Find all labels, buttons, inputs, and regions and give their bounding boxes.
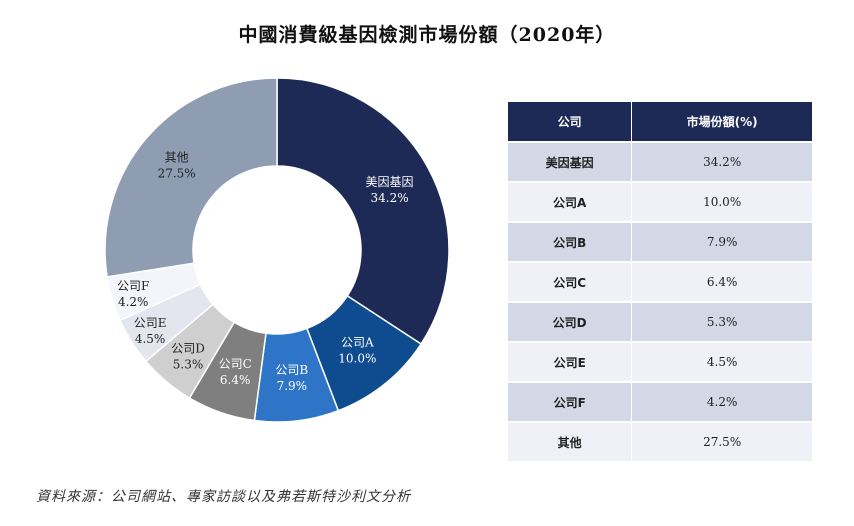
slice-value-label: 5.3%: [173, 357, 204, 371]
table-header-row: 公司 市場份額(%): [508, 102, 812, 142]
slice-value-label: 6.4%: [220, 373, 251, 387]
company-cell: 公司B: [508, 221, 633, 262]
slice-label: 公司B: [275, 363, 308, 377]
table-row: 公司E 4.5%: [508, 341, 812, 382]
table-row: 其他 27.5%: [508, 421, 812, 461]
donut-slice: [104, 77, 278, 278]
share-cell: 4.2%: [631, 381, 812, 422]
slice-value-label: 10.0%: [338, 352, 376, 366]
slice-value-label: 27.5%: [158, 166, 196, 180]
slice-label: 公司E: [134, 316, 167, 330]
company-cell: 公司C: [508, 261, 633, 302]
share-cell: 10.0%: [631, 181, 812, 222]
share-cell: 6.4%: [631, 261, 812, 302]
company-cell: 公司F: [508, 381, 633, 422]
company-cell: 其他: [508, 421, 633, 461]
chart-title: 中國消費級基因檢測市場份額（2020年）: [238, 24, 616, 46]
share-cell: 27.5%: [631, 421, 812, 461]
slice-label: 公司A: [341, 336, 374, 350]
table-row: 美因基因 34.2%: [508, 141, 812, 182]
company-cell: 公司D: [508, 301, 633, 342]
company-cell: 美因基因: [508, 141, 633, 182]
share-cell: 34.2%: [631, 141, 812, 182]
market-share-table: 公司 市場份額(%) 美因基因 34.2% 公司A 10.0% 公司B 7.9%…: [508, 102, 812, 461]
slice-value-label: 4.2%: [118, 295, 149, 309]
slice-label: 公司F: [117, 279, 149, 293]
table-row: 公司F 4.2%: [508, 381, 812, 422]
share-cell: 4.5%: [631, 341, 812, 382]
slice-label: 其他: [165, 150, 189, 164]
company-cell: 公司E: [508, 341, 633, 382]
slice-label: 公司D: [171, 341, 205, 355]
slice-value-label: 7.9%: [277, 379, 308, 393]
header-company: 公司: [508, 102, 633, 142]
slice-label: 公司C: [219, 357, 252, 371]
share-cell: 7.9%: [631, 221, 812, 262]
slice-value-label: 34.2%: [370, 191, 408, 205]
header-share: 市場份額(%): [631, 102, 812, 142]
company-cell: 公司A: [508, 181, 633, 222]
share-cell: 5.3%: [631, 301, 812, 342]
donut-slice: [276, 77, 450, 346]
slice-label: 美因基因: [366, 175, 414, 189]
table-row: 公司D 5.3%: [508, 301, 812, 342]
table-row: 公司A 10.0%: [508, 181, 812, 222]
table-row: 公司C 6.4%: [508, 261, 812, 302]
slice-value-label: 4.5%: [135, 332, 166, 346]
source-note: 資料來源：公司網站、專家訪談以及弗若斯特沙利文分析: [36, 489, 411, 505]
table-row: 公司B 7.9%: [508, 221, 812, 262]
